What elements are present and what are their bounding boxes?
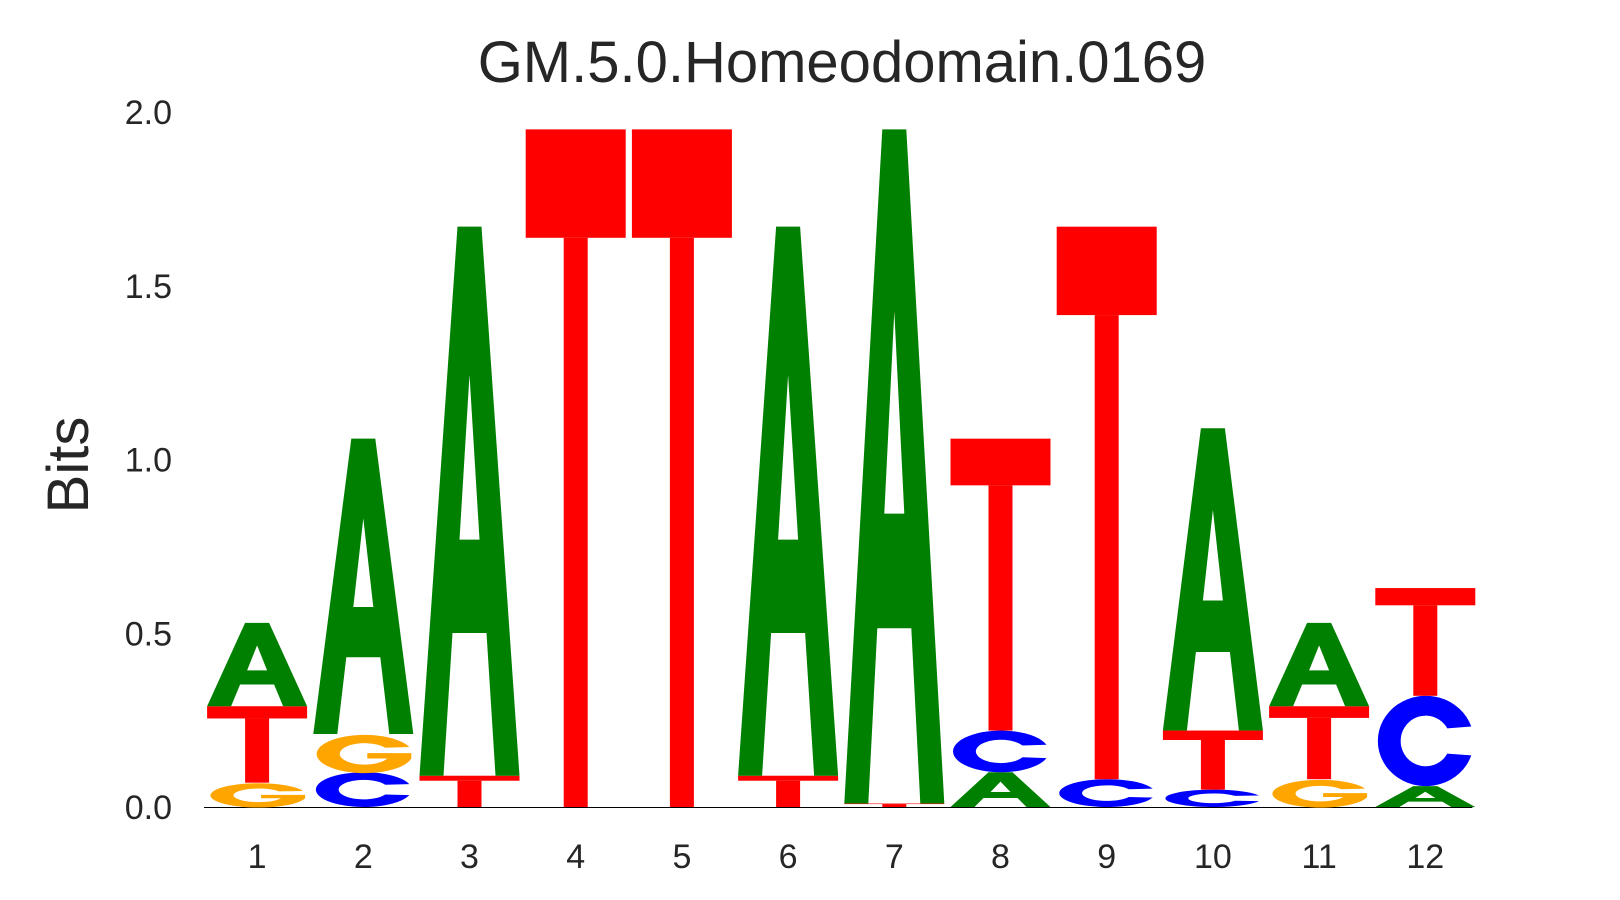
logo-letter-A-pos11 <box>1269 622 1370 707</box>
x-tick-label: 5 <box>672 838 691 876</box>
y-tick-label: 2.0 <box>125 94 172 132</box>
x-tick-label: 7 <box>885 838 904 876</box>
logo-letter-C-pos2 <box>315 772 410 807</box>
x-tick-label: 6 <box>779 838 798 876</box>
logo-letter-A-pos12 <box>1375 786 1476 807</box>
x-tick-label: 10 <box>1194 838 1232 876</box>
x-tick-labels: 1 2 3 4 5 6 7 8 9 10 11 12 <box>248 838 1445 876</box>
y-tick-label: 1.5 <box>125 268 172 306</box>
logo-letter-T-pos5 <box>631 129 732 808</box>
x-tick-label: 12 <box>1406 838 1444 876</box>
logo-letter-T-pos6 <box>738 775 839 807</box>
logo-letter-A-pos8 <box>950 772 1051 807</box>
logo-letter-G-pos11 <box>1272 779 1368 808</box>
logo-letter-T-pos10 <box>1162 730 1263 790</box>
logo-letter-T-pos11 <box>1269 706 1370 780</box>
logo-letter-A-pos3 <box>419 226 520 776</box>
logo-letter-A-pos1 <box>207 622 308 707</box>
logo-letter-T-pos3 <box>419 775 520 807</box>
x-tick-label: 3 <box>460 838 479 876</box>
x-tick-label: 4 <box>566 838 585 876</box>
logo-letter-C-pos8 <box>953 730 1047 773</box>
logo-letter-G-pos2 <box>316 734 412 774</box>
logo-letter-T-pos4 <box>525 129 626 808</box>
y-tick-label: 0.5 <box>125 615 172 653</box>
y-tick-label: 0.0 <box>125 789 172 827</box>
y-axis-title: Bits <box>36 417 101 514</box>
logo-letter-C-pos9 <box>1059 779 1153 807</box>
logo-letter-A-pos6 <box>738 226 839 776</box>
logo-letter-C-pos10 <box>1165 789 1259 807</box>
logo-letter-C-pos12 <box>1377 695 1472 787</box>
x-tick-label: 8 <box>991 838 1010 876</box>
x-tick-label: 11 <box>1301 838 1336 876</box>
logo-letter-G-pos1 <box>210 783 306 808</box>
logo-letter-A-pos10 <box>1162 428 1263 731</box>
logo-letter-A-pos2 <box>313 438 414 735</box>
logo-letter-T-pos8 <box>950 438 1051 731</box>
x-tick-label: 1 <box>248 838 267 876</box>
logo-letter-T-pos1 <box>207 706 308 783</box>
y-tick-label: 1.0 <box>125 442 172 480</box>
y-tick-labels: 0.0 0.5 1.0 1.5 2.0 <box>125 94 172 827</box>
letter-stacks <box>207 129 1476 808</box>
x-tick-label: 2 <box>354 838 373 876</box>
x-tick-label: 9 <box>1097 838 1116 876</box>
logo-letter-T-pos12 <box>1375 588 1476 696</box>
logo-letter-A-pos7 <box>844 129 945 804</box>
logo-letter-T-pos7 <box>844 803 945 807</box>
logo-letter-T-pos9 <box>1056 226 1157 780</box>
chart-title: GM.5.0.Homeodomain.0169 <box>478 30 1207 95</box>
